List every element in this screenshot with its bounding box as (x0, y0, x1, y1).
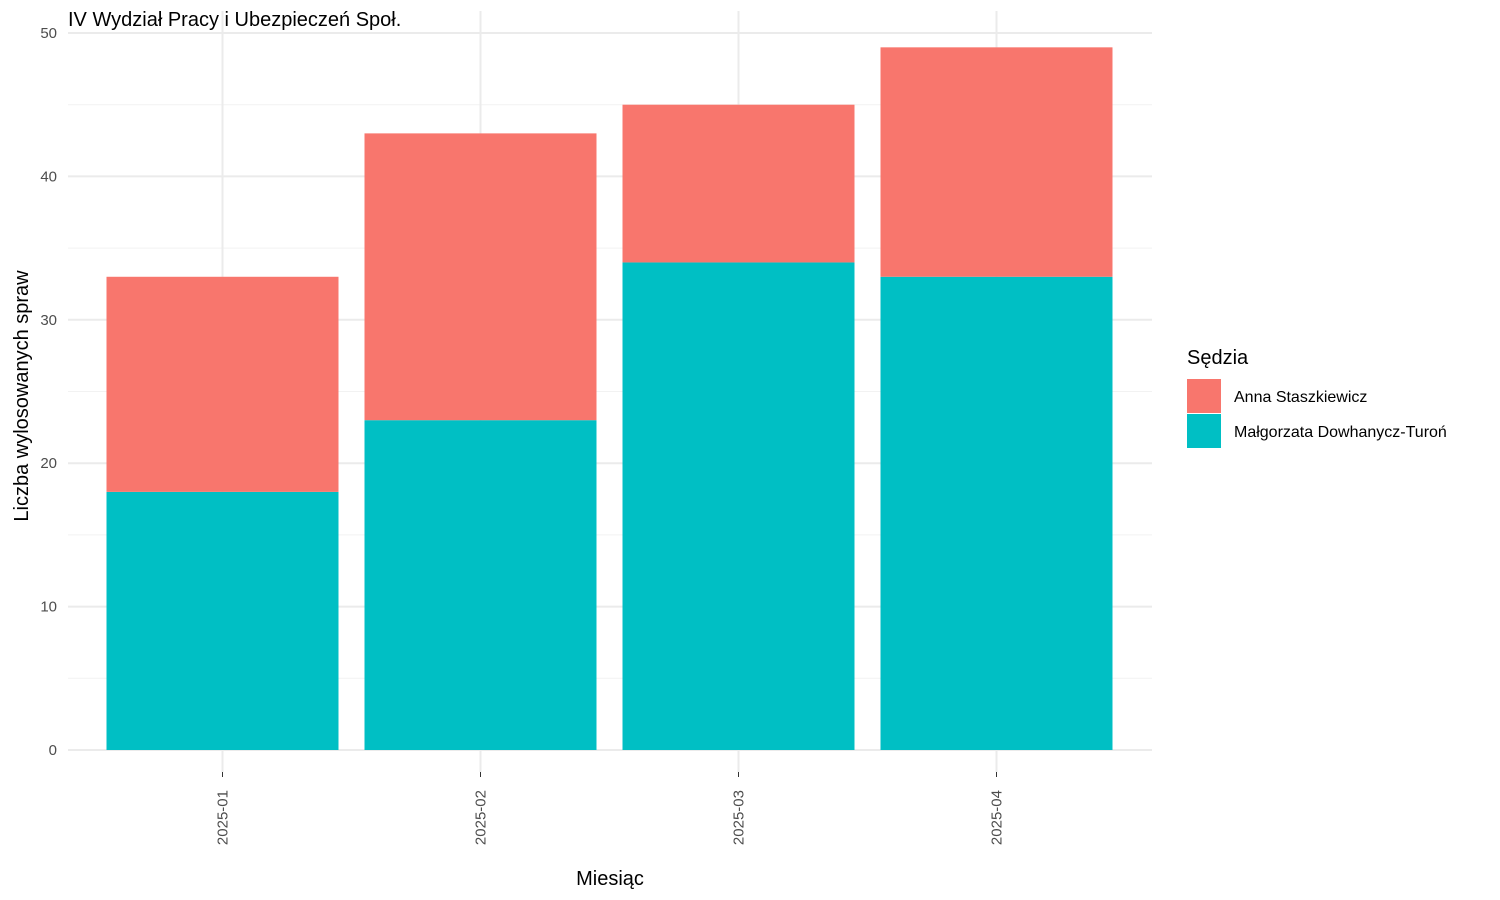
y-tick-label: 20 (40, 455, 57, 472)
y-tick-label: 0 (49, 742, 57, 759)
legend-label: Małgorzata Dowhanycz-Turoń (1234, 424, 1447, 441)
y-tick-label: 50 (40, 25, 57, 42)
legend-key (1187, 379, 1221, 413)
x-tick-label: 2025-02 (473, 790, 490, 845)
y-axis-ticks: 0 10 20 30 40 50 (40, 25, 57, 759)
legend: Sędzia Anna Staszkiewicz Małgorzata Dowha… (1187, 347, 1447, 448)
bar-segment (622, 104, 855, 263)
bar-segment (364, 133, 597, 421)
x-axis-title: Miesiąc (576, 868, 644, 890)
bar-segment (106, 491, 339, 750)
x-tick-label: 2025-01 (215, 790, 232, 845)
bar-segment (622, 262, 855, 750)
chart-title: IV Wydział Pracy i Ubezpieczeń Społ. (68, 9, 401, 31)
bar-segment (880, 47, 1113, 277)
y-axis-title: Liczba wylosowanych spraw (11, 270, 33, 522)
y-tick-label: 30 (40, 312, 57, 329)
bar-segment (880, 276, 1113, 750)
y-tick-label: 40 (40, 168, 57, 185)
x-axis-ticks: 2025-01 2025-02 2025-03 2025-04 (215, 772, 1006, 845)
bar-segment (364, 420, 597, 750)
y-tick-label: 10 (40, 599, 57, 616)
legend-key (1187, 414, 1221, 448)
x-tick-label: 2025-04 (989, 790, 1006, 845)
legend-label: Anna Staszkiewicz (1234, 389, 1367, 406)
bars (106, 47, 1113, 750)
bar-segment (106, 276, 339, 492)
legend-title: Sędzia (1187, 347, 1249, 369)
x-tick-label: 2025-03 (731, 790, 748, 845)
